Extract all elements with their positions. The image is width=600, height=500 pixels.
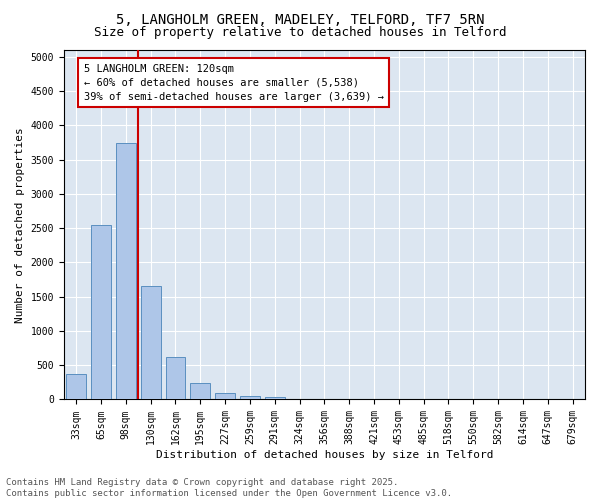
Text: 5, LANGHOLM GREEN, MADELEY, TELFORD, TF7 5RN: 5, LANGHOLM GREEN, MADELEY, TELFORD, TF7… xyxy=(116,12,484,26)
Y-axis label: Number of detached properties: Number of detached properties xyxy=(15,127,25,322)
Bar xyxy=(116,142,136,400)
Bar xyxy=(91,224,111,400)
Bar xyxy=(166,357,185,400)
Bar xyxy=(265,397,284,400)
Bar xyxy=(240,396,260,400)
Bar xyxy=(66,374,86,400)
Bar xyxy=(141,286,161,400)
X-axis label: Distribution of detached houses by size in Telford: Distribution of detached houses by size … xyxy=(155,450,493,460)
Bar xyxy=(215,393,235,400)
Text: Size of property relative to detached houses in Telford: Size of property relative to detached ho… xyxy=(94,26,506,39)
Bar xyxy=(190,384,210,400)
Text: Contains HM Land Registry data © Crown copyright and database right 2025.
Contai: Contains HM Land Registry data © Crown c… xyxy=(6,478,452,498)
Text: 5 LANGHOLM GREEN: 120sqm
← 60% of detached houses are smaller (5,538)
39% of sem: 5 LANGHOLM GREEN: 120sqm ← 60% of detach… xyxy=(83,64,383,102)
